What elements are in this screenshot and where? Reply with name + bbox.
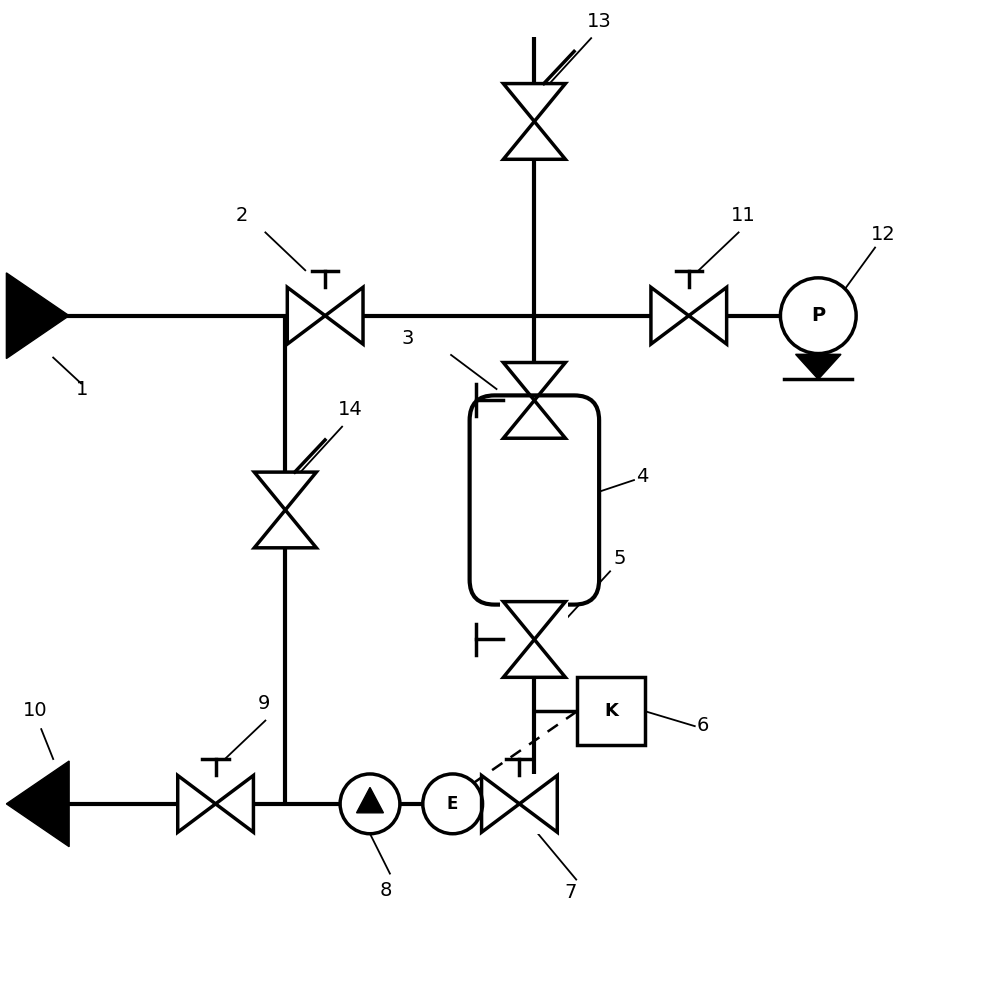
- Text: 10: 10: [23, 701, 48, 720]
- Text: 13: 13: [587, 12, 612, 31]
- Text: 9: 9: [258, 694, 270, 713]
- Bar: [288, 285, 363, 346]
- Bar: [500, 84, 568, 159]
- FancyBboxPatch shape: [470, 395, 599, 605]
- Text: 3: 3: [402, 329, 415, 348]
- Text: 6: 6: [696, 716, 709, 735]
- Bar: [178, 774, 254, 834]
- Circle shape: [340, 774, 400, 834]
- Polygon shape: [6, 273, 69, 359]
- Text: 1: 1: [76, 380, 89, 399]
- Text: K: K: [604, 702, 618, 720]
- Bar: [651, 285, 726, 346]
- Polygon shape: [795, 354, 841, 379]
- Bar: [500, 602, 568, 677]
- Text: P: P: [811, 306, 825, 325]
- Bar: [482, 774, 557, 834]
- Text: E: E: [447, 795, 459, 813]
- Text: 12: 12: [871, 225, 896, 244]
- Text: 8: 8: [380, 881, 393, 900]
- Bar: [251, 472, 320, 548]
- Text: 11: 11: [730, 206, 755, 225]
- Bar: [500, 363, 568, 438]
- Circle shape: [423, 774, 483, 834]
- Text: 4: 4: [636, 467, 648, 486]
- Polygon shape: [357, 787, 384, 813]
- Text: 7: 7: [564, 883, 577, 902]
- Text: 14: 14: [339, 400, 363, 419]
- Polygon shape: [6, 761, 69, 847]
- Text: 5: 5: [613, 549, 626, 568]
- Text: 2: 2: [236, 206, 248, 225]
- Bar: [577, 677, 645, 745]
- Circle shape: [780, 278, 856, 354]
